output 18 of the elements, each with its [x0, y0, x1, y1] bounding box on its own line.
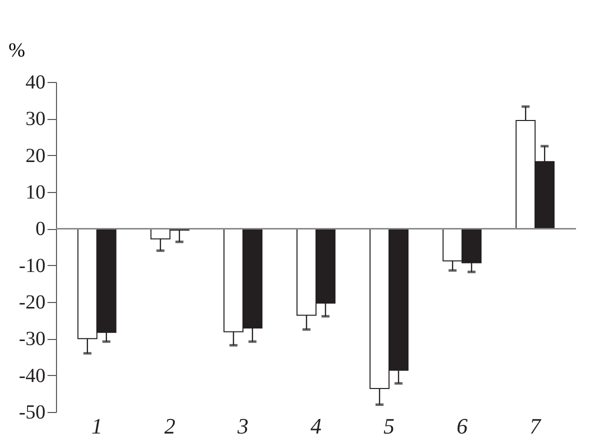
x-tick-label: 3	[236, 414, 248, 434]
x-tick-label: 4	[310, 414, 322, 434]
y-tick-label: 0	[36, 218, 46, 240]
y-tick-label: 20	[26, 144, 46, 167]
y-tick-label: 30	[26, 108, 46, 130]
x-tick-label: 7	[530, 414, 542, 434]
y-tick-label: -20	[18, 292, 46, 314]
x-tick-label: 2	[164, 414, 176, 434]
y-tick-label: -30	[18, 328, 46, 350]
y-axis-title: %	[8, 40, 26, 62]
x-tick-label: 6	[456, 414, 468, 434]
y-tick-label: -10	[18, 254, 46, 277]
x-tick-label: 5	[384, 414, 395, 434]
y-tick-label: 10	[26, 182, 46, 204]
y-tick-label: -50	[18, 402, 46, 424]
y-tick-label: 40	[26, 72, 46, 94]
y-tick-label: -40	[18, 364, 46, 387]
x-tick-label: 1	[91, 414, 102, 434]
